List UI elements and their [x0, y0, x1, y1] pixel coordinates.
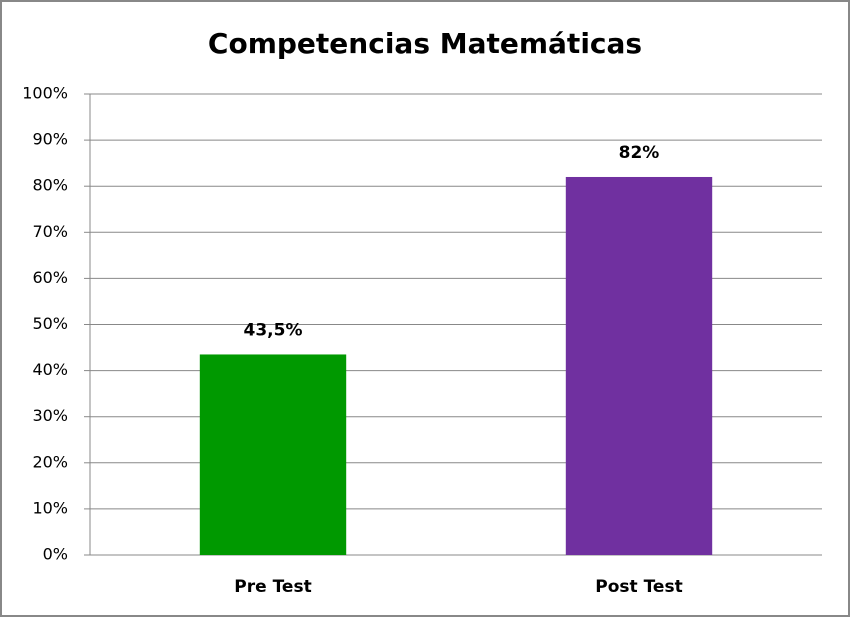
y-tick-label: 40% [32, 360, 68, 379]
y-tick-label: 10% [32, 498, 68, 517]
y-tick-label: 60% [32, 268, 68, 287]
y-tick-label: 90% [32, 130, 68, 149]
value-label: 82% [619, 143, 660, 163]
x-tick-label: Pre Test [234, 577, 311, 597]
y-tick-label: 50% [32, 314, 68, 333]
x-tick-label: Post Test [595, 577, 682, 597]
value-label: 43,5% [244, 320, 303, 340]
y-tick-label: 80% [32, 176, 68, 195]
y-tick-label: 0% [43, 545, 68, 564]
y-tick-label: 30% [32, 406, 68, 425]
y-tick-label: 100% [22, 84, 68, 103]
y-tick-label: 20% [32, 452, 68, 471]
bar [565, 176, 713, 556]
y-tick-label: 70% [32, 222, 68, 241]
bar [199, 354, 347, 555]
chart-title: Competencias Matemáticas [208, 27, 642, 60]
